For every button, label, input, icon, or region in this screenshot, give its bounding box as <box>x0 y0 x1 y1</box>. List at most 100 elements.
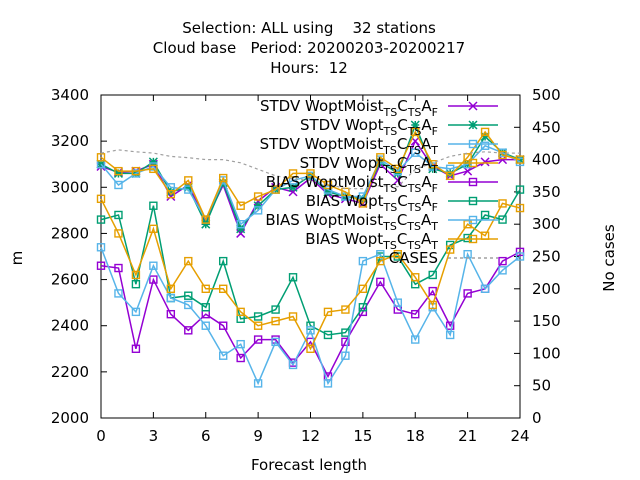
legend-label: STDV WoptTSCTSAT <box>300 154 439 176</box>
data-point <box>411 273 420 282</box>
x-tick-label: 6 <box>201 427 211 445</box>
legend-label-main: BIAS WoptMoist <box>266 173 384 191</box>
data-point <box>271 185 280 194</box>
legend-sub: F <box>432 182 438 195</box>
data-point <box>96 153 106 162</box>
data-point <box>463 153 472 162</box>
legend-end: A <box>421 211 432 229</box>
legend-mid: C <box>397 154 407 172</box>
data-point <box>393 175 403 185</box>
data-point <box>271 337 280 347</box>
legend-label-main: STDV Wopt <box>300 154 384 172</box>
legend-sub: F <box>432 201 438 214</box>
x-axis-label: Forecast length <box>251 456 367 474</box>
legend-mid: C <box>397 192 407 210</box>
series-group <box>96 120 525 388</box>
legend-entry: STDV WoptTSCTSAF <box>300 116 498 138</box>
data-point <box>219 256 228 266</box>
data-point <box>271 316 280 326</box>
data-point <box>480 157 490 167</box>
series-3 <box>96 127 525 224</box>
data-point <box>468 234 478 244</box>
data-point <box>468 215 478 225</box>
x-tick-label: 12 <box>301 427 320 445</box>
data-point <box>428 270 437 280</box>
legend-mid: C <box>397 97 407 115</box>
data-point <box>114 210 123 220</box>
y2-tick-label: 450 <box>532 118 561 136</box>
data-point <box>236 224 246 234</box>
y2-tick-label: 100 <box>532 344 561 362</box>
legend-sub: F <box>432 125 438 138</box>
data-point <box>498 256 507 266</box>
data-point <box>201 303 210 312</box>
legend-label-main: BIAS Wopt <box>306 192 384 210</box>
legend-sub: TS <box>406 144 421 157</box>
series-line <box>100 251 521 379</box>
legend-end: A <box>421 192 432 210</box>
legend-entry: STDV WoptTSCTSAT <box>300 154 498 176</box>
data-point <box>131 166 141 176</box>
data-point <box>463 233 472 243</box>
data-point <box>236 339 245 349</box>
data-point <box>131 307 141 317</box>
series-line <box>100 144 521 226</box>
tick-labels: 0 3 6 9 12 15 18 21 2420002200240026002800300032… <box>51 86 561 445</box>
data-point <box>498 266 507 275</box>
series-line <box>100 247 521 386</box>
data-point <box>515 185 525 194</box>
data-point <box>515 252 525 261</box>
legend-sub: T <box>430 239 438 252</box>
legend-sub: TS <box>407 125 422 138</box>
data-point <box>96 261 106 270</box>
data-point <box>201 219 211 229</box>
data-point <box>166 284 176 293</box>
data-point <box>341 351 350 360</box>
legend-label-main: BIAS WoptMoist <box>265 211 383 229</box>
data-point <box>184 326 193 335</box>
data-point <box>166 293 176 303</box>
y2-tick-label: 0 <box>532 409 542 427</box>
data-point <box>375 157 385 167</box>
data-point <box>358 199 368 208</box>
data-point <box>114 180 123 190</box>
y-tick-label: 2800 <box>51 224 89 242</box>
legend-entry: BIAS WoptMoistTSCTSAT <box>265 211 498 233</box>
data-point <box>480 127 490 137</box>
y-tick-label: 2400 <box>51 317 89 335</box>
data-point <box>219 351 228 360</box>
legend-label: BIAS WoptTSCTSAF <box>306 192 438 214</box>
legend-mid: C <box>397 173 407 191</box>
data-point <box>498 215 507 224</box>
data-point <box>114 263 123 273</box>
legend-label: STDV WoptMoistTSCTSAT <box>260 135 439 157</box>
data-point <box>341 337 350 347</box>
y2-tick-label: 250 <box>532 248 561 266</box>
legend-end: A <box>421 135 432 153</box>
data-point <box>463 166 473 176</box>
data-point <box>341 187 350 197</box>
data-point <box>463 289 472 298</box>
x-tick-label: 0 <box>96 427 106 445</box>
x-tick-label: 18 <box>406 427 425 445</box>
data-point <box>148 157 158 167</box>
legend-sub: TS <box>382 144 397 157</box>
data-point <box>445 168 455 178</box>
data-point <box>358 256 368 266</box>
data-point <box>149 275 158 284</box>
data-point <box>468 158 478 168</box>
data-point <box>288 312 298 321</box>
legend-entry: BIAS WoptMoistTSCTSAF <box>266 173 498 195</box>
data-point <box>183 182 193 192</box>
legend-label: BIAS WoptMoistTSCTSAT <box>265 211 438 233</box>
data-point <box>149 201 158 210</box>
data-point <box>376 153 385 162</box>
title-line: Cloud base Period: 20200203-20200217 <box>153 39 465 57</box>
data-point <box>236 307 245 317</box>
y2-tick-label: 400 <box>532 151 561 169</box>
data-point <box>184 176 193 185</box>
data-point <box>184 291 193 300</box>
data-point <box>96 243 106 252</box>
title-line: Hours: 12 <box>270 59 348 77</box>
